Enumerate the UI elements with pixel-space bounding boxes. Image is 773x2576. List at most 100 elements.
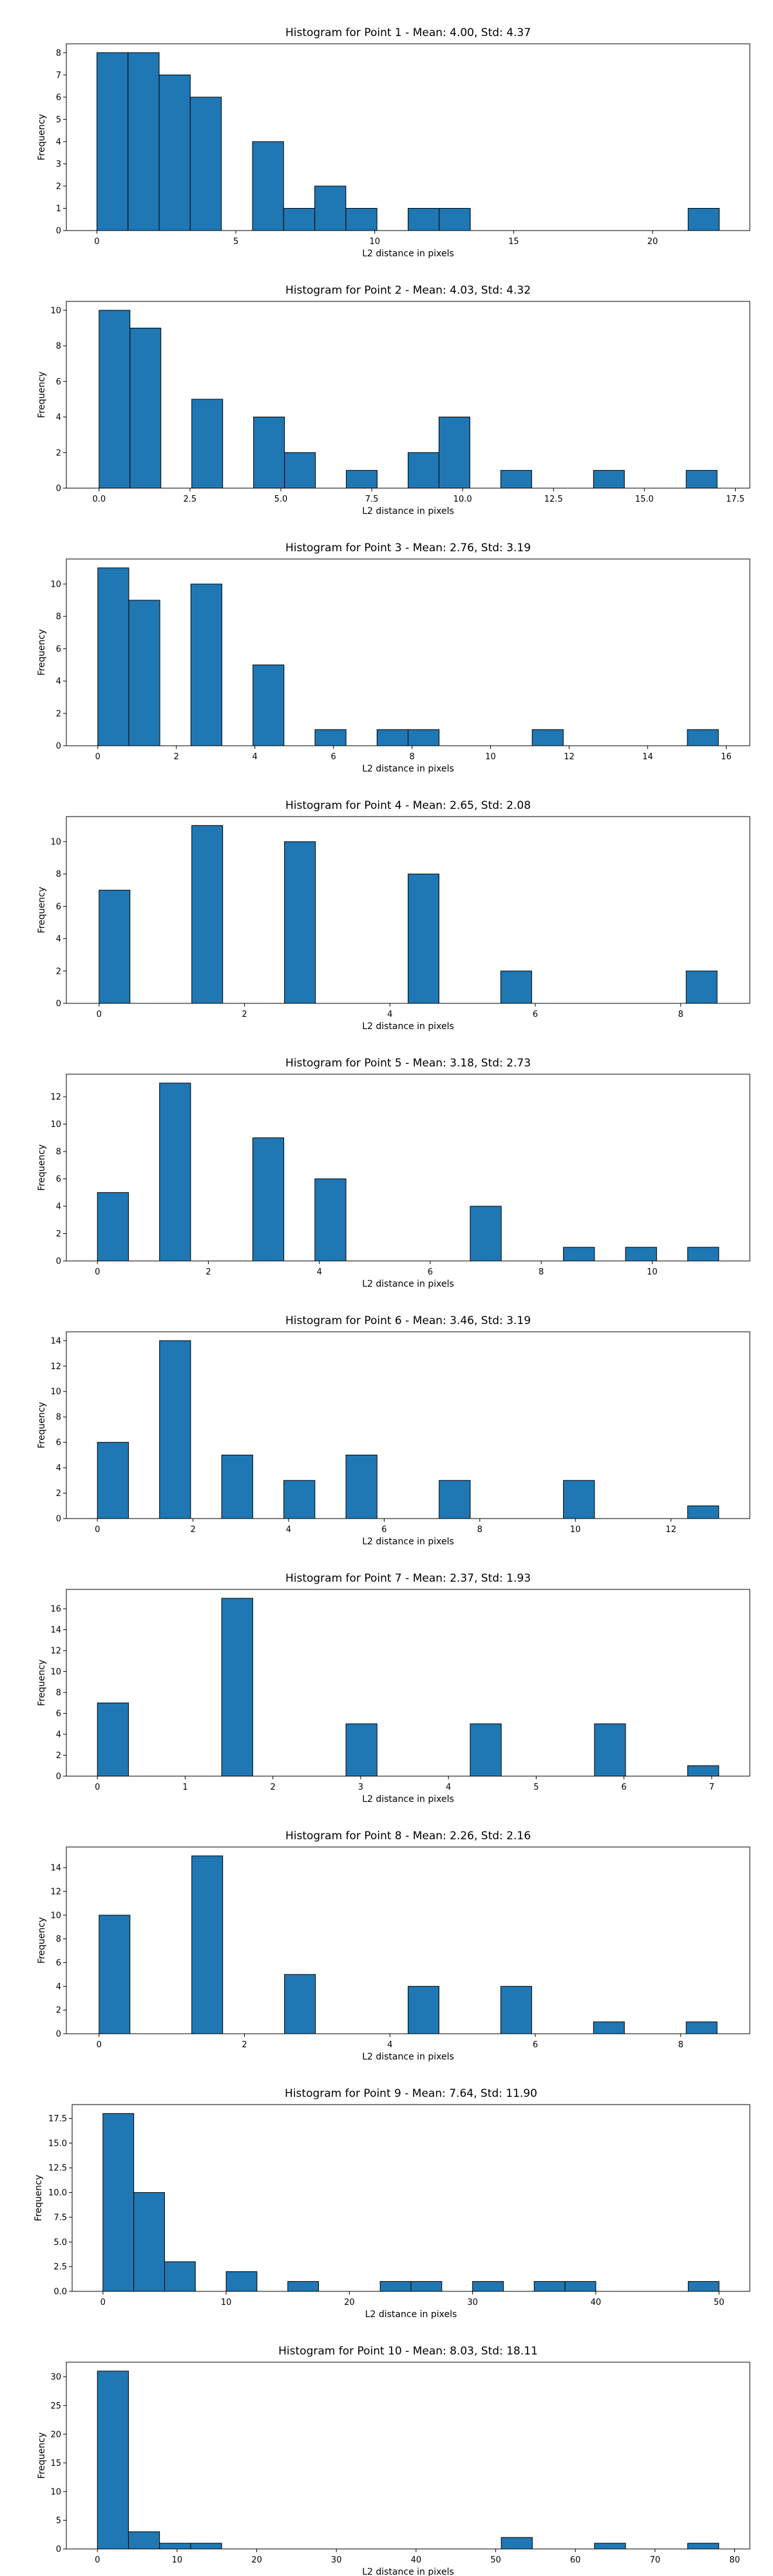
y-tick-label: 12 <box>50 1362 61 1372</box>
y-tick-label: 5 <box>56 115 61 125</box>
histogram-bar <box>408 207 440 231</box>
histogram-bar <box>253 664 285 746</box>
histogram-panel-6: Histogram for Point 6 - Mean: 3.46, Std:… <box>37 1314 750 1547</box>
histogram-bar <box>225 2271 258 2292</box>
histogram-panel-3: Histogram for Point 3 - Mean: 2.76, Std:… <box>37 542 750 774</box>
histogram-bar <box>191 1855 224 2034</box>
histogram-panel-7: Histogram for Point 7 - Mean: 2.37, Std:… <box>37 1572 750 1804</box>
histogram-bar <box>133 2192 165 2292</box>
axes-frame <box>72 2104 750 2292</box>
y-tick-label: 6 <box>56 1958 61 1968</box>
x-axis-label: L2 distance in pixels <box>362 764 454 774</box>
x-tick-label: 6 <box>533 2040 538 2050</box>
y-tick-label: 6 <box>56 1175 61 1184</box>
histogram-bar <box>283 1480 316 1519</box>
x-tick-label: 6 <box>331 752 336 762</box>
x-tick-label: 10 <box>485 752 496 762</box>
histogram-bar <box>314 1179 347 1262</box>
x-axis-label: L2 distance in pixels <box>362 1794 454 1804</box>
x-tick-label: 15 <box>508 237 519 247</box>
y-tick-label: 2 <box>56 709 61 719</box>
histogram-bar <box>252 141 284 231</box>
chart-title: Histogram for Point 10 - Mean: 8.03, Std… <box>278 2345 538 2358</box>
y-tick-label: 0 <box>56 2545 61 2555</box>
x-tick-label: 8 <box>477 1525 482 1535</box>
y-tick-label: 8 <box>56 48 61 58</box>
y-tick-label: 4 <box>56 1202 61 1212</box>
histogram-bar <box>563 1480 595 1519</box>
histogram-bar <box>376 729 409 746</box>
y-tick-label: 10 <box>50 580 61 589</box>
y-tick-label: 4 <box>56 1982 61 1992</box>
x-tick-label: 80 <box>729 2555 740 2565</box>
y-tick-label: 8 <box>56 1148 61 1157</box>
y-axis-label: Frequency <box>37 887 47 933</box>
x-tick-label: 10 <box>172 2555 183 2565</box>
y-tick-label: 30 <box>50 2372 61 2382</box>
x-tick-label: 20 <box>344 2298 355 2307</box>
x-tick-label: 10 <box>369 237 380 247</box>
histogram-bar <box>129 327 162 489</box>
x-tick-label: 10 <box>221 2298 232 2307</box>
x-axis-label: L2 distance in pixels <box>362 2052 454 2062</box>
histogram-bar <box>159 2543 191 2550</box>
axes-frame <box>66 1074 750 1262</box>
histogram-bar <box>594 2543 626 2550</box>
x-tick-label: 40 <box>411 2555 422 2565</box>
y-tick-label: 4 <box>56 413 61 422</box>
x-tick-label: 0 <box>95 1783 100 1792</box>
histogram-bar <box>102 2113 135 2292</box>
y-tick-label: 17.5 <box>48 2114 67 2124</box>
x-axis-label: L2 distance in pixels <box>362 249 454 259</box>
y-tick-label: 6 <box>56 1709 61 1719</box>
y-tick-label: 25 <box>50 2401 61 2411</box>
histogram-bar <box>685 971 718 1004</box>
x-axis-label: L2 distance in pixels <box>365 2309 457 2320</box>
histogram-bar <box>531 729 564 746</box>
y-tick-label: 0 <box>56 999 61 1009</box>
chart-title: Histogram for Point 1 - Mean: 4.00, Std:… <box>285 26 531 39</box>
histogram-bar <box>410 2281 443 2292</box>
axes-frame <box>66 558 750 746</box>
histogram-bar <box>221 1454 253 1519</box>
y-axis-label: Frequency <box>37 372 47 418</box>
x-tick-label: 2 <box>174 752 179 762</box>
x-tick-label: 7.5 <box>365 495 379 504</box>
y-tick-label: 20 <box>50 2430 61 2439</box>
axes-frame <box>66 2362 750 2550</box>
x-tick-label: 30 <box>331 2555 342 2565</box>
histogram-bar <box>346 469 378 489</box>
histogram-bar <box>687 207 720 231</box>
x-tick-label: 8 <box>678 2040 683 2050</box>
x-tick-label: 60 <box>570 2555 581 2565</box>
histogram-bar <box>345 1723 377 1777</box>
y-tick-label: 10.0 <box>48 2188 67 2198</box>
x-tick-label: 2 <box>205 1267 211 1277</box>
y-tick-label: 5 <box>56 2516 61 2526</box>
histogram-bar <box>190 2543 222 2550</box>
y-tick-label: 5.0 <box>53 2238 67 2248</box>
y-tick-label: 2 <box>56 448 61 458</box>
histogram-bar <box>128 2531 160 2550</box>
y-tick-label: 4 <box>56 1730 61 1740</box>
histogram-bar <box>159 1340 191 1519</box>
chart-title: Histogram for Point 3 - Mean: 2.76, Std:… <box>285 542 531 554</box>
y-tick-label: 12 <box>50 1888 61 1897</box>
x-tick-label: 5.0 <box>274 495 288 504</box>
x-tick-label: 6 <box>381 1525 386 1535</box>
y-tick-label: 8 <box>56 1689 61 1698</box>
x-axis-label: L2 distance in pixels <box>362 2567 454 2576</box>
histogram-bar <box>345 1454 377 1519</box>
histogram-bar <box>97 1192 129 1262</box>
y-tick-label: 2 <box>56 1751 61 1761</box>
x-tick-label: 4 <box>446 1783 451 1792</box>
y-tick-label: 6 <box>56 902 61 912</box>
histogram-bar <box>500 971 532 1004</box>
y-tick-label: 16 <box>50 1605 61 1615</box>
x-tick-label: 20 <box>647 237 658 247</box>
y-axis-label: Frequency <box>37 1917 47 1964</box>
histogram-bar <box>99 310 131 489</box>
chart-title: Histogram for Point 8 - Mean: 2.26, Std:… <box>285 1830 531 1842</box>
histogram-bar <box>284 1974 316 2034</box>
y-tick-label: 8 <box>56 612 61 622</box>
